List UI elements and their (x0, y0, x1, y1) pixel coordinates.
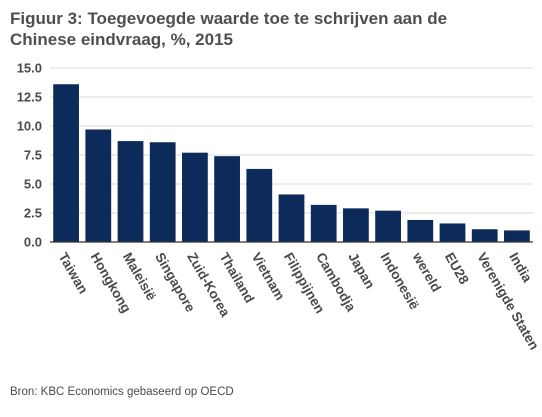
bar (278, 194, 305, 242)
bar (375, 210, 401, 242)
bar (471, 229, 498, 242)
category-label: wereld (409, 249, 444, 294)
bar (439, 223, 466, 242)
bar (504, 230, 530, 242)
bar (246, 168, 273, 242)
y-tick-label: 12.5 (17, 90, 42, 105)
y-tick-label: 5.0 (24, 177, 42, 192)
bar (214, 156, 240, 242)
y-tick-label: 2.5 (24, 206, 42, 221)
category-label: Taiwan (56, 250, 91, 296)
chart-title-line-1: Figuur 3: Toegevoegde waarde toe te schr… (10, 9, 448, 28)
bar (53, 84, 79, 243)
bar (182, 152, 208, 242)
y-tick-label: 0.0 (24, 235, 42, 250)
bar (407, 219, 434, 242)
bar (85, 129, 112, 242)
category-label: Japan (345, 250, 378, 291)
bar (343, 208, 369, 242)
y-tick-label: 10.0 (17, 119, 42, 134)
category-label: EU28 (442, 250, 472, 287)
source-note: Bron: KBC Economics gebaseerd op OECD (10, 386, 234, 398)
category-label: India (506, 250, 535, 285)
bar (117, 141, 144, 242)
bar (149, 142, 176, 242)
chart-title-line-2: Chinese eindvraag, %, 2015 (10, 30, 233, 49)
y-tick-label: 7.5 (24, 148, 42, 163)
category-label: Verenigde Staten (474, 250, 542, 352)
bar (310, 204, 337, 242)
y-tick-label: 15.0 (17, 61, 42, 76)
chart-title: Figuur 3: Toegevoegde waarde toe te schr… (10, 8, 530, 50)
